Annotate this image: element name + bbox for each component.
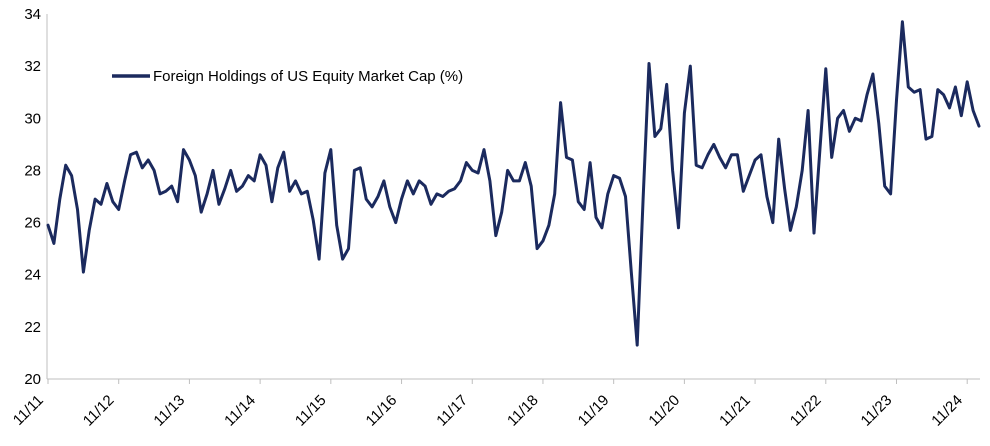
x-tick-label: 11/19 [575, 392, 613, 430]
x-tick-label: 11/15 [292, 392, 330, 430]
y-tick-label: 32 [24, 58, 41, 75]
x-tick-label: 11/12 [80, 392, 118, 430]
x-tick-label: 11/24 [928, 392, 966, 430]
x-tick-label: 11/23 [858, 392, 896, 430]
x-tick-label: 11/17 [433, 392, 471, 430]
y-tick-label: 22 [24, 319, 41, 336]
x-tick-label: 11/14 [221, 392, 259, 430]
x-tick-label: 11/11 [10, 392, 47, 429]
y-tick-label: 28 [24, 162, 41, 179]
y-tick-label: 26 [24, 215, 41, 232]
legend: Foreign Holdings of US Equity Market Cap… [112, 68, 463, 85]
y-axis: 20 22 24 26 28 30 32 34 [24, 6, 48, 388]
x-tick-label: 11/22 [787, 392, 825, 430]
series-line [46, 20, 981, 347]
series-layer [46, 20, 981, 347]
x-tick-label: 11/13 [150, 392, 188, 430]
x-tick-label: 11/21 [716, 392, 754, 430]
x-tick-label: 11/16 [363, 392, 401, 430]
y-tick-label: 20 [24, 371, 41, 388]
x-axis: 11/11 11/12 11/13 11/14 11/15 11/16 11/17 11/18… [10, 378, 980, 430]
legend-label: Foreign Holdings of US Equity Market Cap… [153, 68, 463, 85]
y-tick-label: 24 [24, 267, 41, 284]
x-tick-label: 11/20 [645, 392, 683, 430]
x-tick-label: 11/18 [504, 392, 542, 430]
y-tick-label: 34 [24, 6, 41, 23]
y-tick-label: 30 [24, 110, 41, 127]
